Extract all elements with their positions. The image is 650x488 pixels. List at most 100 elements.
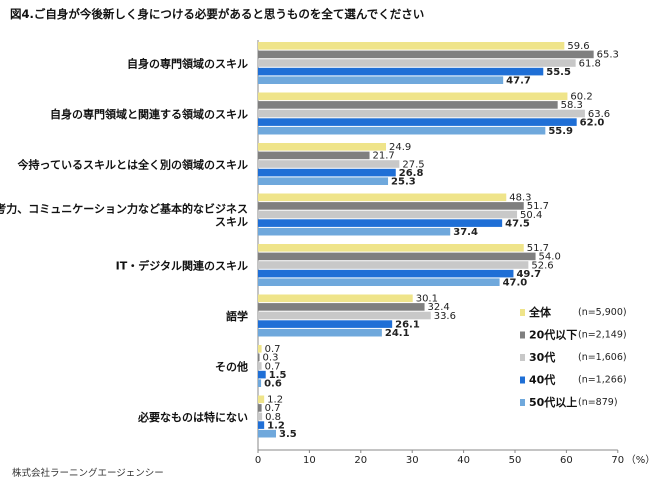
- bar: [258, 202, 524, 210]
- data-label: 21.7: [373, 151, 395, 162]
- data-label: 60.2: [570, 92, 592, 103]
- data-label: 24.9: [389, 142, 411, 153]
- bar: [258, 303, 425, 311]
- data-label: 55.9: [548, 126, 573, 137]
- chart-title: 図4.ご自身が今後新しく身につける必要があると思うものを全て選んでください: [10, 7, 425, 21]
- data-label: 47.7: [506, 76, 531, 87]
- data-label: 25.3: [391, 177, 416, 188]
- data-label: 37.4: [453, 227, 478, 238]
- bar: [258, 379, 262, 387]
- category-label: スキル: [215, 216, 248, 229]
- legend-label: 20代以下: [529, 328, 577, 342]
- data-label: 63.6: [588, 109, 610, 120]
- bar: [258, 345, 262, 353]
- category-label: その他: [215, 360, 248, 374]
- bar: [258, 42, 565, 50]
- bar: [258, 320, 393, 328]
- legend-count: (n=1,606): [578, 352, 627, 363]
- x-tick-label: 20: [354, 455, 367, 466]
- bar: [258, 160, 400, 168]
- x-tick-label: 40: [457, 455, 470, 466]
- data-label: 51.7: [527, 243, 549, 254]
- bar: [258, 193, 507, 202]
- data-label: 49.7: [516, 269, 541, 280]
- bar: [258, 412, 263, 421]
- data-label: 58.3: [561, 100, 583, 111]
- legend-label: 30代: [529, 350, 555, 364]
- bar: [258, 118, 577, 126]
- category-label: 思考力、コミュニケーション力など基本的なビジネス: [0, 202, 248, 216]
- data-label: 26.8: [399, 168, 424, 179]
- category-label: 自身の専門領域のスキル: [127, 57, 248, 71]
- bar: [258, 143, 386, 151]
- data-label: 0.7: [265, 403, 281, 414]
- legend-count: (n=879): [578, 397, 618, 408]
- bar: [258, 76, 504, 84]
- data-label: 0.7: [265, 361, 281, 372]
- bar: [258, 210, 518, 219]
- data-label: 33.6: [434, 311, 456, 322]
- bar: [258, 151, 370, 160]
- bar: [258, 328, 382, 337]
- legend-swatch: [520, 354, 525, 361]
- bar: [258, 370, 266, 379]
- data-label: 3.5: [279, 429, 297, 440]
- data-label: 51.7: [527, 201, 549, 212]
- x-tick-label: 60: [560, 455, 573, 466]
- bar: [258, 227, 451, 236]
- x-tick-label: 30: [406, 455, 419, 466]
- bar: [258, 353, 260, 362]
- legend-count: (n=2,149): [578, 330, 627, 341]
- x-axis-unit: （%）: [626, 454, 650, 466]
- bar: [258, 126, 546, 135]
- data-label: 47.5: [505, 218, 530, 229]
- legend-swatch: [520, 309, 525, 316]
- bar: [258, 177, 389, 185]
- category-label: 必要なものは特にない: [137, 410, 248, 424]
- bar: [258, 395, 265, 404]
- bar: [258, 101, 558, 109]
- bar: [258, 269, 514, 278]
- x-tick-label: 0: [255, 455, 261, 466]
- data-label: 62.0: [580, 117, 605, 128]
- x-tick-label: 70: [611, 455, 624, 466]
- bar: [258, 50, 594, 59]
- data-label: 1.5: [269, 370, 287, 381]
- data-label: 48.3: [509, 193, 531, 204]
- data-label: 0.8: [265, 412, 281, 423]
- bar: [258, 278, 500, 286]
- bar: [258, 311, 431, 320]
- category-label: 自身の専門領域と関連する領域のスキル: [50, 107, 248, 121]
- data-label: 47.0: [503, 278, 528, 289]
- bar: [258, 168, 396, 177]
- bar: [258, 109, 585, 118]
- category-label: IT・デジタル関連のスキル: [116, 259, 248, 273]
- bar: [258, 67, 544, 76]
- bar: [258, 59, 576, 67]
- data-label: 1.2: [267, 420, 285, 431]
- data-label: 24.1: [385, 328, 410, 339]
- legend-swatch: [520, 331, 525, 339]
- bar: [258, 92, 568, 101]
- data-label: 52.6: [531, 260, 553, 271]
- data-label: 61.8: [579, 58, 601, 69]
- data-label: 54.0: [539, 252, 561, 263]
- bar: [258, 429, 276, 438]
- legend-count: (n=1,266): [578, 375, 627, 386]
- data-label: 59.6: [567, 41, 589, 52]
- data-label: 27.5: [402, 159, 424, 170]
- x-tick-label: 50: [509, 455, 522, 466]
- bar: [258, 294, 413, 303]
- data-label: 55.5: [546, 67, 571, 78]
- legend-label: 全体: [528, 305, 552, 319]
- legend-swatch: [520, 399, 525, 406]
- bar: [258, 404, 262, 412]
- bar: [258, 244, 524, 252]
- category-label: 今持っているスキルとは全く別の領域のスキル: [17, 158, 248, 172]
- source-credit: 株式会社ラーニングエージェンシー: [12, 468, 164, 479]
- category-label: 語学: [226, 309, 248, 323]
- x-tick-label: 10: [303, 455, 316, 466]
- data-label: 0.3: [263, 353, 279, 364]
- data-label: 26.1: [395, 319, 420, 330]
